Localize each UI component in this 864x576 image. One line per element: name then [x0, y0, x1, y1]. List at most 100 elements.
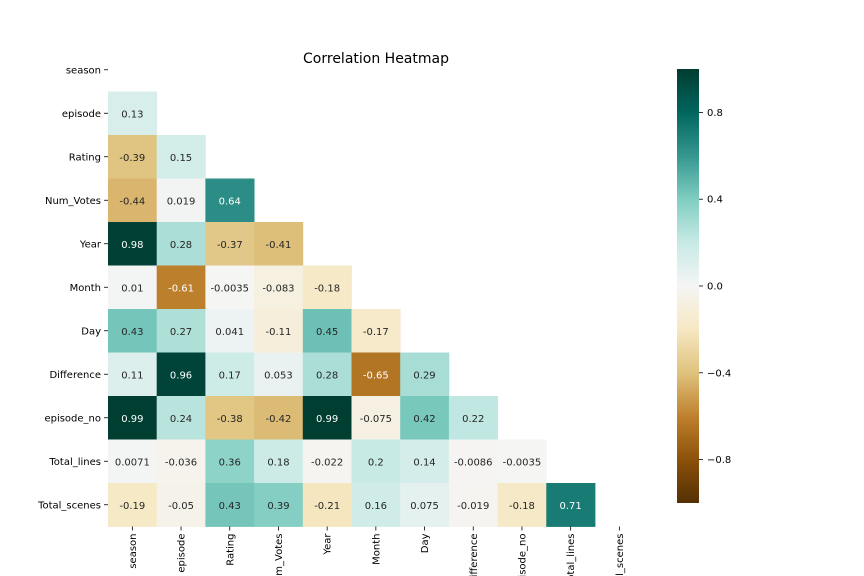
y-tick-label: season: [66, 65, 101, 76]
cell-value-label: 0.27: [170, 327, 192, 338]
y-tick-label: Total_lines: [48, 457, 101, 468]
heatmap-cell: [351, 352, 401, 397]
cell-value-label: -0.65: [363, 370, 389, 381]
y-tick-label: Difference: [49, 370, 101, 381]
cell-value-label: 0.041: [215, 327, 244, 338]
cell-value-label: 0.17: [219, 370, 241, 381]
cell-value-label: 0.43: [121, 327, 143, 338]
cell-value-label: -0.075: [360, 414, 392, 425]
cell-value-label: -0.019: [457, 501, 489, 512]
heatmap-cell: [400, 483, 450, 527]
heatmap-cell: [108, 396, 158, 440]
cell-value-label: -0.0035: [210, 283, 249, 294]
cell-value-label: 0.24: [170, 414, 192, 425]
heatmap-cell: [254, 222, 304, 266]
colorbar-tick-label: −0.4: [707, 368, 731, 379]
cell-value-label: 0.98: [121, 240, 143, 251]
y-tick-label: Year: [79, 239, 102, 250]
cell-value-label: -0.38: [217, 414, 243, 425]
cell-value-label: 0.01: [121, 283, 143, 294]
heatmap-cell: [205, 265, 255, 310]
x-tick-label: Rating: [225, 534, 236, 566]
y-tick-label: Day: [81, 326, 101, 337]
heatmap-cell: [351, 439, 401, 484]
heatmap-cell: [254, 309, 304, 353]
heatmap-cell: [156, 135, 206, 179]
cell-value-label: 0.16: [365, 501, 387, 512]
colorbar-tick-label: −0.8: [707, 455, 731, 466]
heatmap-cell: [497, 439, 547, 484]
heatmap-cell: [156, 309, 206, 353]
cell-value-label: -0.61: [168, 283, 194, 294]
cell-value-label: -0.18: [509, 501, 535, 512]
x-tick-label: Total_lines: [566, 534, 577, 576]
colorbar-gradient: [677, 69, 699, 503]
cell-value-label: 0.075: [410, 501, 439, 512]
cell-value-label: -0.19: [119, 501, 145, 512]
cell-value-label: 0.15: [170, 153, 192, 164]
heatmap-cell: [448, 439, 498, 484]
cell-value-label: -0.036: [165, 457, 197, 468]
heatmap-cell: [108, 91, 158, 136]
heatmap-cell: [302, 396, 352, 440]
heatmap-cell: [108, 483, 158, 527]
cell-value-label: 0.0071: [115, 457, 150, 468]
cell-value-label: -0.41: [266, 240, 292, 251]
chart-title: Correlation Heatmap: [303, 51, 449, 67]
heatmap-cell: [108, 439, 158, 484]
heatmap-cell: [400, 396, 450, 440]
x-tick-label: Total_scenes: [615, 534, 626, 576]
heatmap-cell: [205, 309, 255, 353]
x-tick-label: Num_Votes: [274, 534, 285, 576]
heatmap-cell-labels: 0.13 -0.39 0.15 -0.44 0.019 0.64 0.98 0.28 -0.37…: [115, 109, 582, 512]
colorbar-tick-label: 0.4: [707, 195, 723, 206]
cell-value-label: 0.14: [413, 457, 435, 468]
x-tick-label: Day: [420, 533, 431, 553]
cell-value-label: 0.28: [170, 240, 192, 251]
heatmap-cell: [156, 483, 206, 527]
cell-value-label: 0.71: [560, 501, 582, 512]
cell-value-label: -0.44: [119, 196, 145, 207]
heatmap-cell: [156, 265, 206, 310]
cell-value-label: -0.18: [314, 283, 340, 294]
heatmap-cell: [351, 483, 401, 527]
heatmap-cell: [156, 178, 206, 223]
heatmap-cell: [254, 265, 304, 310]
heatmap-cell: [351, 396, 401, 440]
cell-value-label: -0.37: [217, 240, 243, 251]
heatmap-cell: [400, 439, 450, 484]
cell-value-label: 0.28: [316, 370, 338, 381]
colorbar: 0.8 0.4 0.0 −0.4 −0.8: [677, 69, 731, 503]
y-tick-label: episode: [62, 109, 101, 120]
colorbar-tick-label: 0.0: [707, 282, 723, 293]
heatmap-cell: [205, 483, 255, 527]
x-tick-label: episode_no: [517, 534, 528, 576]
heatmap-cell: [205, 352, 255, 397]
heatmap-cell: [546, 483, 596, 527]
cell-value-label: 0.11: [121, 370, 143, 381]
heatmap-cell: [254, 439, 304, 484]
cell-value-label: 0.36: [219, 457, 241, 468]
cell-value-label: 0.29: [413, 370, 435, 381]
heatmap-cells: [108, 91, 596, 527]
y-tick-label: episode_no: [44, 413, 101, 424]
cell-value-label: -0.05: [168, 501, 194, 512]
y-axis-ticks: season episode Rating Num_Votes Year Month Day…: [37, 65, 108, 511]
heatmap-cell: [156, 439, 206, 484]
heatmap-cell: [448, 483, 498, 527]
cell-value-label: 0.64: [219, 196, 241, 207]
heatmap-cell: [205, 222, 255, 266]
cell-value-label: 0.053: [264, 370, 293, 381]
cell-value-label: 0.45: [316, 327, 338, 338]
heatmap-cell: [108, 135, 158, 179]
x-tick-label: Difference: [469, 534, 480, 576]
cell-value-label: -0.17: [363, 327, 389, 338]
heatmap-cell: [156, 222, 206, 266]
y-tick-label: Month: [70, 283, 101, 294]
cell-value-label: -0.022: [311, 457, 343, 468]
y-tick-label: Num_Votes: [45, 196, 101, 207]
heatmap-cell: [497, 483, 547, 527]
x-tick-label: episode: [177, 534, 188, 573]
cell-value-label: -0.42: [266, 414, 292, 425]
cell-value-label: -0.39: [119, 153, 145, 164]
